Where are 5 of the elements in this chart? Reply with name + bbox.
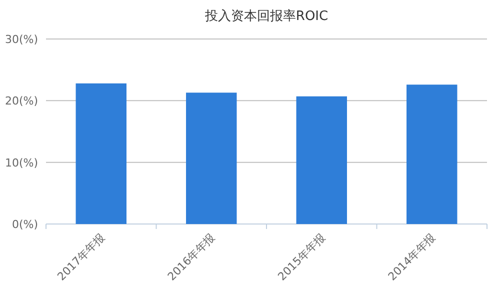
chart-title: 投入资本回报率ROIC bbox=[204, 8, 328, 24]
y-tick-label: 30(%) bbox=[4, 33, 38, 46]
y-tick-label: 20(%) bbox=[4, 94, 38, 108]
y-tick-label: 0(%) bbox=[12, 218, 38, 231]
y-tick-label: 10(%) bbox=[4, 156, 38, 170]
